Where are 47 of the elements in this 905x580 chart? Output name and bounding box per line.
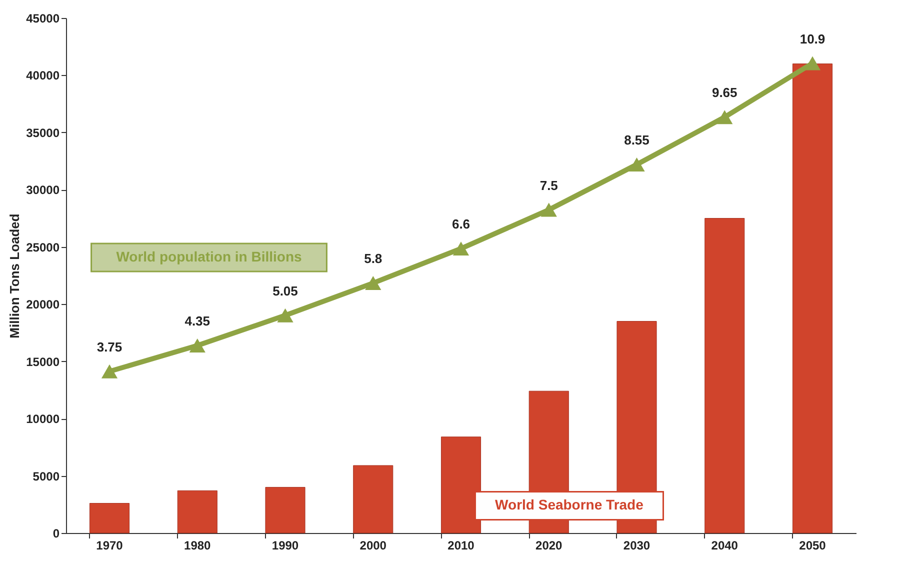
y-tick-label: 5000	[32, 469, 60, 484]
x-tick-label: 1990	[272, 538, 299, 552]
point	[804, 56, 821, 70]
point	[189, 338, 206, 353]
x-tick-label: 2020	[536, 538, 563, 552]
bar	[353, 465, 394, 534]
y-tick-label: 25000	[26, 240, 60, 254]
point	[452, 242, 470, 256]
bar	[89, 502, 130, 534]
data-label: 5.8	[364, 251, 382, 266]
data-label: 3.75	[96, 339, 122, 354]
point	[540, 202, 557, 217]
x-tick-label: 1970	[96, 538, 124, 552]
data-label: 5.05	[272, 283, 298, 298]
x-tick-label: 2050	[799, 538, 826, 552]
y-tick-label: 35000	[26, 126, 60, 140]
y-tick-label: 20000	[26, 298, 60, 312]
y-tick-label: 10000	[26, 412, 60, 426]
text: World population in Billions	[116, 248, 302, 264]
data-label: 4.35	[184, 314, 210, 329]
bar	[440, 436, 482, 534]
y-tick-label: 0	[52, 526, 60, 540]
y-axis-title: Million Tons Loaded	[7, 214, 22, 338]
data-label: 9.65	[712, 85, 738, 100]
y-tick-label: 15000	[26, 354, 60, 369]
data-label: 6.6	[452, 216, 470, 232]
x-tick-label: 1980	[184, 538, 212, 552]
bar	[704, 218, 745, 534]
point	[716, 110, 733, 124]
point	[277, 308, 294, 322]
y-tick-label: 40000	[26, 68, 60, 83]
data-label: 7.5	[540, 178, 558, 193]
data-label: 8.55	[624, 132, 650, 148]
x-tick-label: 2030	[623, 538, 650, 552]
x-tick-label: 2000	[360, 538, 387, 552]
point	[365, 276, 382, 290]
y-tick-label: 30000	[26, 183, 60, 198]
bar	[265, 486, 306, 534]
y-tick-label: 45000	[26, 12, 60, 26]
series-label: World Seaborne Trade	[495, 496, 644, 513]
x-tick-label: 2040	[711, 538, 738, 552]
point	[101, 364, 118, 378]
data-label: 10.9	[800, 31, 826, 46]
point	[628, 158, 645, 172]
bar	[177, 490, 218, 534]
x-tick-label: 2010	[448, 538, 475, 552]
bar	[792, 64, 833, 534]
